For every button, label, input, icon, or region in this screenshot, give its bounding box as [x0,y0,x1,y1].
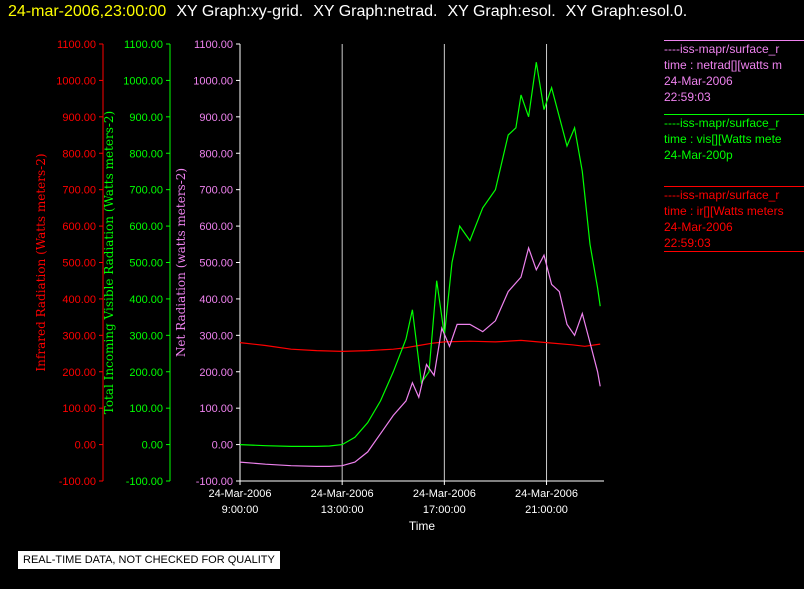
net-axis-tick-label: 900.00 [199,112,233,124]
graph-title-esol: XY Graph:esol. [447,3,556,20]
ir-axis-tick-label: 1100.00 [57,39,96,51]
graph-title-esol-0: XY Graph:esol.0. [565,3,688,20]
vis-axis-tick-label: 200.00 [129,367,163,379]
x-axis-tick-label: 21:00:00 [525,504,568,516]
vis-axis-tick-label: 700.00 [129,185,163,197]
net-axis-tick-label: 200.00 [199,367,233,379]
vis-axis-tick-label: 800.00 [129,148,163,160]
net-axis-tick-label: 0.00 [212,440,233,452]
net-series-line [239,245,601,467]
vis-axis-tick-label: -100.00 [126,476,163,488]
vis-axis-tick-label: 500.00 [129,258,163,270]
ir-axis-tick-label: 200.00 [62,367,96,379]
ir-axis-tick-label: 300.00 [62,330,96,342]
legend-line: 24-Mar-200p [664,148,733,162]
vis-axis-tick-label: 1100.00 [124,39,163,51]
legend-entry: ----iss-mapr/surface_r time : netrad[][wa… [664,40,804,105]
net-axis-tick-label: 500.00 [199,258,233,270]
legend-line: time : netrad[][watts m [664,58,783,72]
ir-axis-tick-label: 700.00 [62,185,96,197]
vis-axis-tick-label: 0.00 [142,440,163,452]
legend-line: 24-Mar-2006 [664,220,733,234]
vis-series-line [239,62,601,447]
vis-axis-tick-label: 300.00 [129,330,163,342]
legend-series-name: ----iss-mapr/surface_r [664,114,804,131]
legend-line: 24-Mar-2006 [664,74,733,88]
timestamp-title: 24-mar-2006,23:00:00 [8,3,167,20]
net-axis-tick-label: 1100.00 [194,39,233,51]
vis-axis-tick-label: 900.00 [129,112,163,124]
vis-axis-label: Total Incoming Visible Radiation (Watts … [102,111,116,415]
x-axis-tick-label: 24-Mar-2006 [515,488,578,500]
legend-entry: ----iss-mapr/surface_r time : ir[][Watts … [664,186,804,252]
ir-axis-tick-label: 400.00 [62,294,96,306]
vis-axis-tick-label: 600.00 [129,221,163,233]
ir-axis-label: Infrared Radiation (Watts meters-2) [34,153,48,371]
vis-axis-tick-label: 100.00 [129,403,163,415]
x-axis-tick-label: 17:00:00 [423,504,466,516]
ir-axis-tick-label: -100.00 [59,476,96,488]
net-axis-tick-label: 400.00 [199,294,233,306]
vis-axis-tick-label: 400.00 [129,294,163,306]
net-axis-tick-label: 1000.00 [193,75,233,87]
ir-axis-tick-label: 600.00 [62,221,96,233]
net-axis-tick-label: -100.00 [196,476,233,488]
x-axis-tick-label: 24-Mar-2006 [209,488,272,500]
x-axis-tick-label: 9:00:00 [222,504,259,516]
ir-axis-tick-label: 100.00 [62,403,96,415]
x-axis-tick-label: 24-Mar-2006 [413,488,476,500]
net-axis-tick-label: 800.00 [199,148,233,160]
net-axis-tick-label: 300.00 [199,330,233,342]
net-axis-tick-label: 700.00 [199,185,233,197]
legend-line: 22:59:03 [664,236,711,250]
graph-title-netrad: XY Graph:netrad. [313,3,438,20]
ir-axis-tick-label: 0.00 [75,440,96,452]
legend-series-name: ----iss-mapr/surface_r [664,40,804,57]
vis-axis-tick-label: 1000.00 [123,75,163,87]
net-axis-tick-label: 100.00 [199,403,233,415]
legend-line: time : ir[][Watts meters [664,204,784,218]
graph-title-xy-grid: XY Graph:xy-grid. [176,3,304,20]
quality-notice: REAL-TIME DATA, NOT CHECKED FOR QUALITY [18,551,280,569]
net-axis-tick-label: 600.00 [199,221,233,233]
x-axis-tick-label: 24-Mar-2006 [311,488,374,500]
ir-axis-tick-label: 900.00 [62,112,96,124]
graph-header: 24-mar-2006,23:00:00 XY Graph:xy-grid. XY … [8,2,687,22]
x-axis-tick-label: 13:00:00 [321,504,364,516]
legend-entry: ----iss-mapr/surface_r time : vis[][Watts… [664,114,804,163]
ir-axis-tick-label: 1000.00 [56,75,96,87]
ir-axis-tick-label: 500.00 [62,258,96,270]
net-axis-label: Net Radiation (watts meters-2) [174,168,188,357]
legend-separator [664,251,804,252]
x-axis-label: Time [409,519,436,533]
legend-line: time : vis[][Watts mete [664,132,782,146]
legend-line: 22:59:03 [664,90,711,104]
ir-axis-tick-label: 800.00 [62,148,96,160]
legend-series-name: ----iss-mapr/surface_r [664,186,804,203]
ir-series-line [239,339,601,353]
